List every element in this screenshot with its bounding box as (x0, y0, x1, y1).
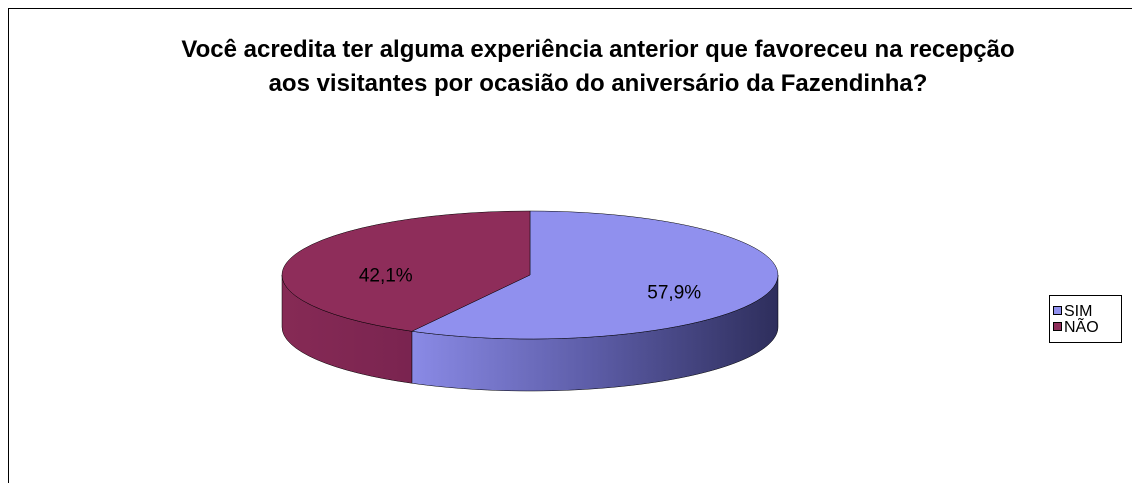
legend-swatch (1053, 322, 1062, 331)
pie: 57,9% 42,1% (281, 210, 779, 392)
legend-label: NÃO (1064, 316, 1099, 336)
legend-box (1049, 295, 1122, 343)
legend-label: SIM (1064, 303, 1092, 320)
slice (411, 210, 779, 340)
legend-swatch (1053, 306, 1062, 315)
data-label: 57,9% (647, 283, 701, 304)
chart-title: Você acredita ter alguma experiência ant… (181, 36, 1015, 97)
data-label: 42,1% (359, 265, 413, 286)
slice (281, 210, 531, 332)
